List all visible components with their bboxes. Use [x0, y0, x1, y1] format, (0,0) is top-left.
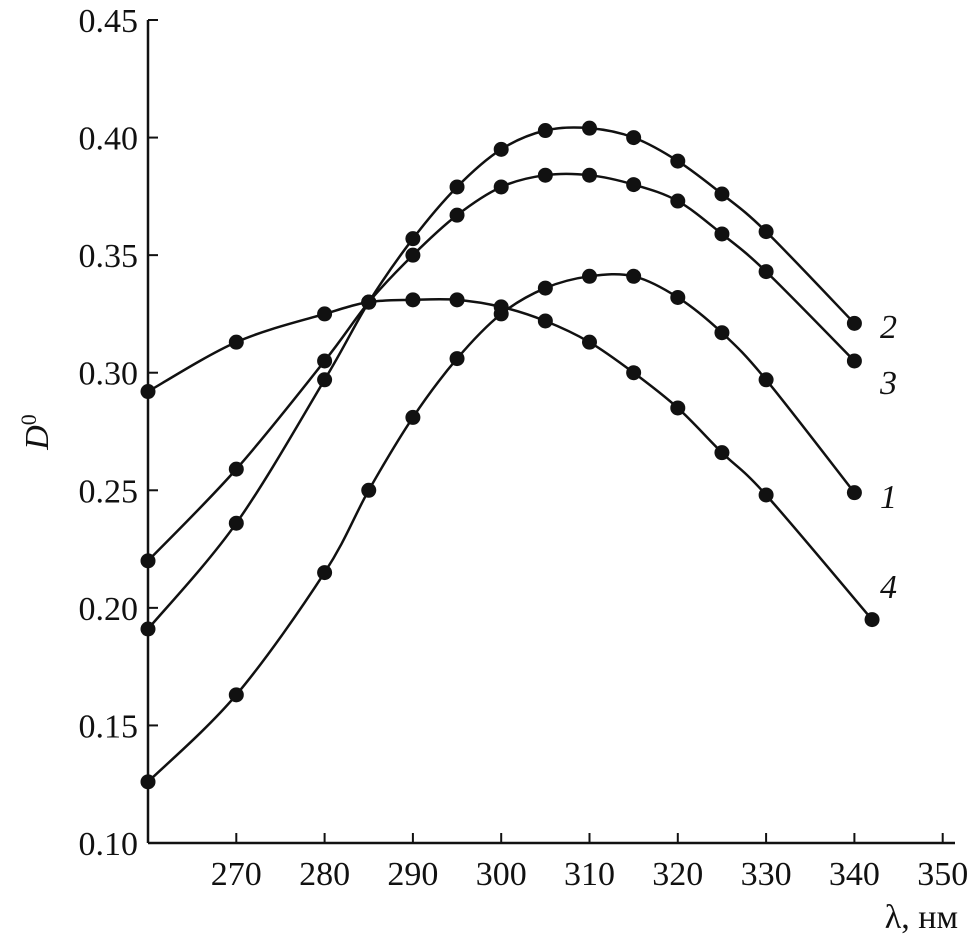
- data-point-4: [140, 384, 156, 400]
- data-point-2: [670, 153, 686, 169]
- series-label-1: 1: [880, 479, 897, 516]
- data-point-4: [714, 445, 730, 461]
- data-point-2: [758, 224, 774, 240]
- data-point-2: [582, 120, 597, 136]
- data-point-2: [228, 515, 244, 531]
- data-point-4: [493, 299, 509, 315]
- data-point-2: [140, 621, 156, 637]
- y-tick-label: 0.30: [79, 356, 139, 393]
- data-point-1: [449, 351, 465, 367]
- data-point-1: [228, 687, 244, 703]
- data-point-3: [626, 177, 642, 193]
- series-line-4: [147, 297, 874, 621]
- x-tick-label: 300: [476, 856, 527, 893]
- y-axis-label-superscript: 0: [16, 414, 41, 425]
- data-point-2: [493, 141, 509, 157]
- data-point-4: [449, 292, 465, 308]
- y-axis-label-main: D: [19, 425, 56, 451]
- series-group: 1 2 3 4: [140, 120, 897, 790]
- x-tick-label: 280: [299, 856, 350, 893]
- series-line-1: [147, 272, 856, 783]
- data-point-1: [537, 280, 553, 296]
- data-point-3: [405, 247, 421, 263]
- data-point-3: [317, 353, 333, 369]
- data-point-2: [405, 231, 421, 247]
- x-tick-label: 290: [387, 856, 438, 893]
- data-point-1: [714, 325, 730, 341]
- x-tick-label: 310: [564, 856, 615, 893]
- data-point-1: [582, 268, 597, 284]
- data-point-3: [582, 167, 597, 183]
- x-tick-label: 320: [652, 856, 703, 893]
- data-point-4: [361, 294, 377, 310]
- data-point-4: [582, 334, 597, 350]
- data-point-4: [758, 487, 774, 503]
- data-point-3: [758, 264, 774, 280]
- data-point-4: [537, 313, 553, 329]
- data-point-1: [317, 565, 333, 581]
- data-point-1: [846, 485, 862, 501]
- data-point-1: [670, 289, 686, 305]
- data-point-2: [449, 179, 465, 195]
- y-tick-label: 0.45: [79, 3, 139, 40]
- data-point-4: [228, 334, 244, 350]
- data-point-3: [493, 179, 509, 195]
- x-tick-label: 330: [741, 856, 792, 893]
- data-point-4: [864, 612, 880, 628]
- data-point-4: [670, 400, 686, 416]
- data-point-3: [537, 167, 553, 183]
- series-line-3: [147, 172, 856, 562]
- y-tick-label: 0.35: [79, 238, 139, 275]
- data-point-1: [626, 268, 642, 284]
- data-point-3: [228, 461, 244, 477]
- y-tick-label: 0.15: [79, 708, 139, 745]
- series-label-2: 2: [880, 309, 897, 346]
- y-tick-label: 0.25: [79, 473, 139, 510]
- data-point-3: [449, 207, 465, 223]
- series-label-3: 3: [879, 365, 897, 402]
- data-point-1: [405, 409, 421, 425]
- data-point-3: [714, 226, 730, 242]
- axes: 270 280 290 300 310 320 330 340 350 0.10 0.15 0.20 0…: [79, 3, 969, 893]
- data-point-4: [317, 306, 333, 322]
- y-tick-label: 0.10: [79, 826, 139, 863]
- data-point-2: [537, 123, 553, 139]
- data-point-2: [317, 372, 333, 388]
- data-point-1: [140, 774, 156, 790]
- data-point-2: [714, 186, 730, 202]
- data-point-4: [405, 292, 421, 308]
- y-tick-label: 0.40: [79, 121, 139, 158]
- y-tick-label: 0.20: [79, 591, 139, 628]
- x-axis-label: λ, нм: [885, 899, 958, 936]
- x-tick-label: 270: [211, 856, 262, 893]
- series-label-4: 4: [880, 569, 897, 606]
- data-point-3: [140, 553, 156, 569]
- data-point-3: [670, 193, 686, 209]
- data-point-1: [758, 372, 774, 388]
- y-axis-label: D0: [16, 414, 56, 451]
- x-tick-label: 350: [917, 856, 968, 893]
- x-tick-label: 340: [829, 856, 880, 893]
- data-point-2: [626, 130, 642, 146]
- data-point-4: [626, 365, 642, 381]
- data-point-1: [361, 482, 377, 498]
- data-point-3: [846, 353, 862, 369]
- data-point-2: [846, 315, 862, 331]
- series-line-2: [147, 126, 856, 630]
